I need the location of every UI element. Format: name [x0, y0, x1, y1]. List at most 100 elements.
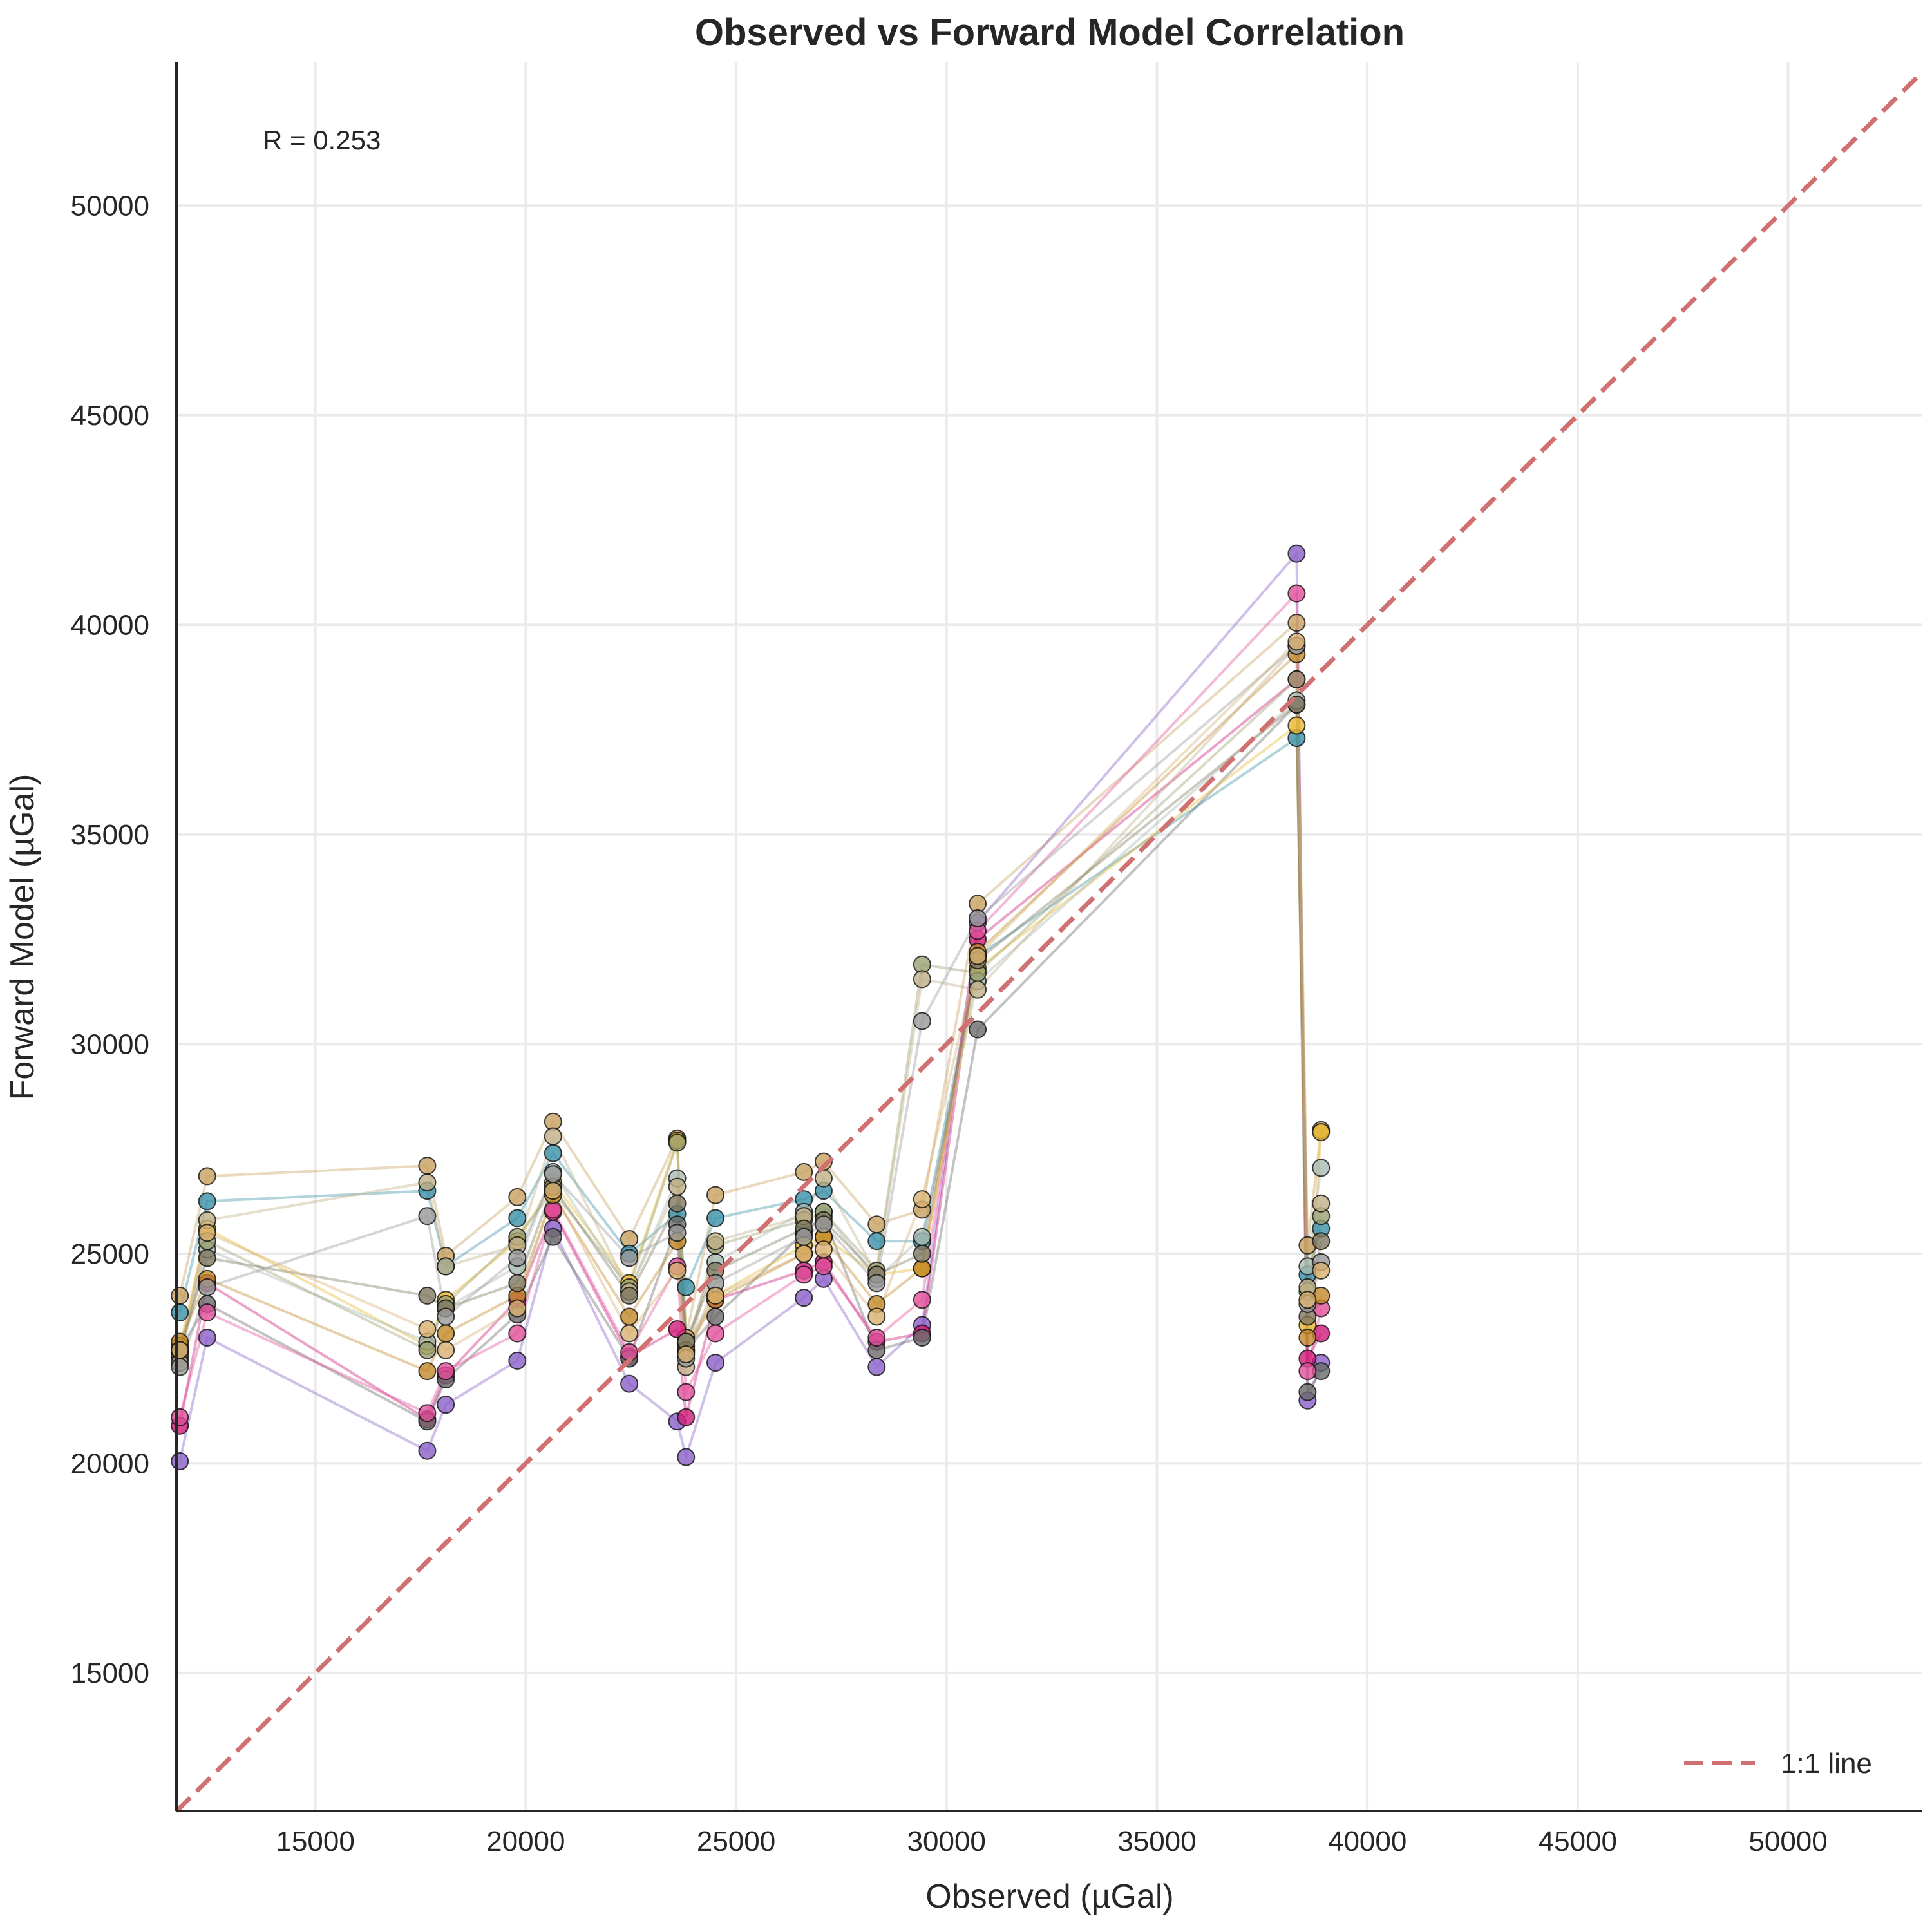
series-points: [171, 544, 1331, 1471]
data-point-series-2: [706, 1209, 725, 1227]
data-point-series-6: [1298, 1362, 1317, 1381]
data-point-series-7: [1287, 716, 1306, 735]
y-axis-label: Forward Model (µGal): [4, 774, 41, 1101]
series-line-1: [178, 620, 1323, 1338]
reference-line-group: [175, 70, 1924, 1814]
data-point-series-14: [706, 1286, 725, 1305]
data-point-series-1: [1287, 614, 1306, 632]
data-point-series-1: [418, 1157, 437, 1175]
data-point-series-6: [867, 1329, 886, 1347]
data-point-series-14: [198, 1224, 216, 1242]
data-point-series-11: [814, 1169, 833, 1188]
y-tick-label: 40000: [71, 609, 149, 641]
data-point-series-14: [437, 1341, 455, 1359]
data-point-series-13: [418, 1207, 437, 1226]
data-point-series-3: [198, 1329, 216, 1347]
data-point-series-8: [913, 1227, 931, 1246]
data-point-series-1: [171, 1286, 189, 1305]
data-point-series-3: [867, 1358, 886, 1376]
data-point-series-13: [867, 1274, 886, 1293]
data-point-series-3: [620, 1374, 639, 1393]
data-point-series-5: [706, 1307, 725, 1326]
data-point-series-11: [544, 1127, 562, 1146]
data-point-series-13: [668, 1224, 687, 1242]
data-point-series-10: [437, 1324, 455, 1343]
data-point-series-9: [668, 1133, 687, 1152]
series-line-6: [178, 590, 1323, 1418]
data-point-series-12: [508, 1274, 527, 1293]
data-point-series-1: [795, 1162, 813, 1181]
data-point-series-13: [814, 1215, 833, 1234]
grid: [176, 62, 1922, 1811]
data-point-series-5: [1298, 1383, 1317, 1401]
x-tick-label: 50000: [1748, 1826, 1827, 1857]
y-tick-label: 15000: [71, 1658, 149, 1689]
data-point-series-7: [1312, 1123, 1331, 1142]
series-line-5: [178, 701, 1322, 1423]
x-tick-label: 30000: [907, 1826, 986, 1857]
data-point-series-6: [437, 1362, 455, 1381]
legend: 1:1 line: [1684, 1748, 1872, 1779]
data-point-series-14: [1298, 1291, 1317, 1309]
data-point-series-5: [544, 1227, 562, 1246]
data-point-series-11: [668, 1177, 687, 1196]
data-point-series-6: [418, 1404, 437, 1423]
data-point-series-2: [677, 1278, 696, 1296]
y-tick-label: 45000: [71, 400, 149, 431]
data-point-series-5: [913, 1329, 931, 1347]
x-tick-label: 40000: [1328, 1826, 1406, 1857]
data-point-series-12: [620, 1286, 639, 1305]
data-point-series-11: [969, 980, 987, 999]
data-point-series-14: [969, 947, 987, 965]
axes: 15000 20000 25000 30000 35000 40000 45000 50000…: [71, 62, 1922, 1857]
data-point-series-13: [795, 1227, 813, 1246]
data-point-series-6: [171, 1408, 189, 1426]
data-point-series-2: [198, 1192, 216, 1211]
data-point-series-11: [418, 1173, 437, 1192]
series-line-3: [178, 550, 1323, 1463]
data-point-series-13: [198, 1278, 216, 1296]
data-point-series-6: [198, 1303, 216, 1321]
data-point-series-1: [198, 1167, 216, 1186]
data-point-series-14: [620, 1324, 639, 1343]
data-point-series-14: [1312, 1261, 1331, 1280]
data-point-series-13: [437, 1307, 455, 1326]
x-tick-label: 25000: [697, 1826, 775, 1857]
data-point-series-2: [508, 1209, 527, 1227]
data-point-series-14: [508, 1299, 527, 1318]
data-point-series-6: [706, 1324, 725, 1343]
data-point-series-14: [867, 1307, 886, 1326]
data-point-series-2: [867, 1232, 886, 1251]
data-point-series-2: [544, 1144, 562, 1162]
data-point-series-10: [418, 1362, 437, 1381]
data-point-series-2: [171, 1303, 189, 1321]
data-point-series-1: [508, 1188, 527, 1206]
data-point-series-13: [969, 909, 987, 928]
data-point-series-6: [795, 1265, 813, 1284]
data-point-series-3: [171, 1452, 189, 1471]
data-point-series-14: [814, 1240, 833, 1259]
data-point-series-6: [1287, 584, 1306, 603]
data-point-series-12: [1312, 1232, 1331, 1251]
y-tick-label: 20000: [71, 1448, 149, 1479]
data-point-series-8: [1312, 1159, 1331, 1177]
data-point-series-6: [677, 1383, 696, 1401]
data-point-series-14: [418, 1320, 437, 1338]
data-point-series-14: [677, 1345, 696, 1364]
x-tick-label: 15000: [276, 1826, 354, 1857]
data-point-series-9: [418, 1341, 437, 1359]
data-point-series-13: [544, 1165, 562, 1184]
data-point-series-3: [1287, 544, 1306, 563]
data-point-series-3: [508, 1351, 527, 1370]
data-point-series-13: [508, 1249, 527, 1267]
data-point-series-6: [913, 1291, 931, 1309]
data-point-series-14: [668, 1261, 687, 1280]
series-lines: [178, 550, 1323, 1463]
y-tick-label: 30000: [71, 1028, 149, 1060]
data-point-series-12: [913, 1244, 931, 1263]
x-tick-label: 20000: [486, 1826, 565, 1857]
data-point-series-11: [913, 970, 931, 989]
data-point-series-10: [620, 1307, 639, 1326]
x-tick-label: 35000: [1117, 1826, 1196, 1857]
